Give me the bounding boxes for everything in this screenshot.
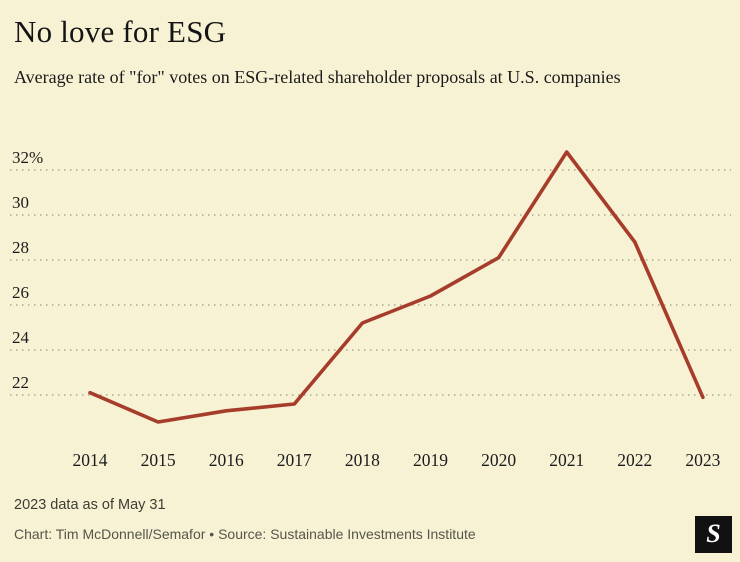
y-tick-label: 32%: [12, 148, 43, 167]
x-tick-label: 2019: [413, 450, 448, 470]
x-tick-label: 2021: [549, 450, 584, 470]
x-tick-label: 2015: [141, 450, 176, 470]
x-tick-label: 2016: [209, 450, 244, 470]
x-tick-label: 2014: [73, 450, 108, 470]
x-tick-label: 2022: [617, 450, 652, 470]
chart-title: No love for ESG: [14, 14, 227, 49]
chart-credit: Chart: Tim McDonnell/Semafor • Source: S…: [14, 526, 476, 542]
y-tick-label: 30: [12, 193, 29, 212]
y-tick-label: 28: [12, 238, 29, 257]
x-tick-label: 2020: [481, 450, 516, 470]
semafor-logo-letter: S: [706, 518, 721, 548]
x-tick-label: 2023: [685, 450, 720, 470]
y-tick-label: 24: [12, 328, 30, 347]
chart-subtitle: Average rate of "for" votes on ESG-relat…: [14, 67, 621, 87]
x-tick-label: 2017: [277, 450, 312, 470]
esg-votes-line: [88, 150, 705, 424]
y-tick-label: 22: [12, 373, 29, 392]
semafor-logo: S: [695, 516, 732, 553]
chart-note: 2023 data as of May 31: [14, 497, 166, 513]
x-tick-label: 2018: [345, 450, 380, 470]
line-chart: 22 24 26 28 30 32% 2014 2015 2016 2017 2018 2019 202…: [10, 148, 731, 470]
y-tick-label: 26: [12, 283, 29, 302]
